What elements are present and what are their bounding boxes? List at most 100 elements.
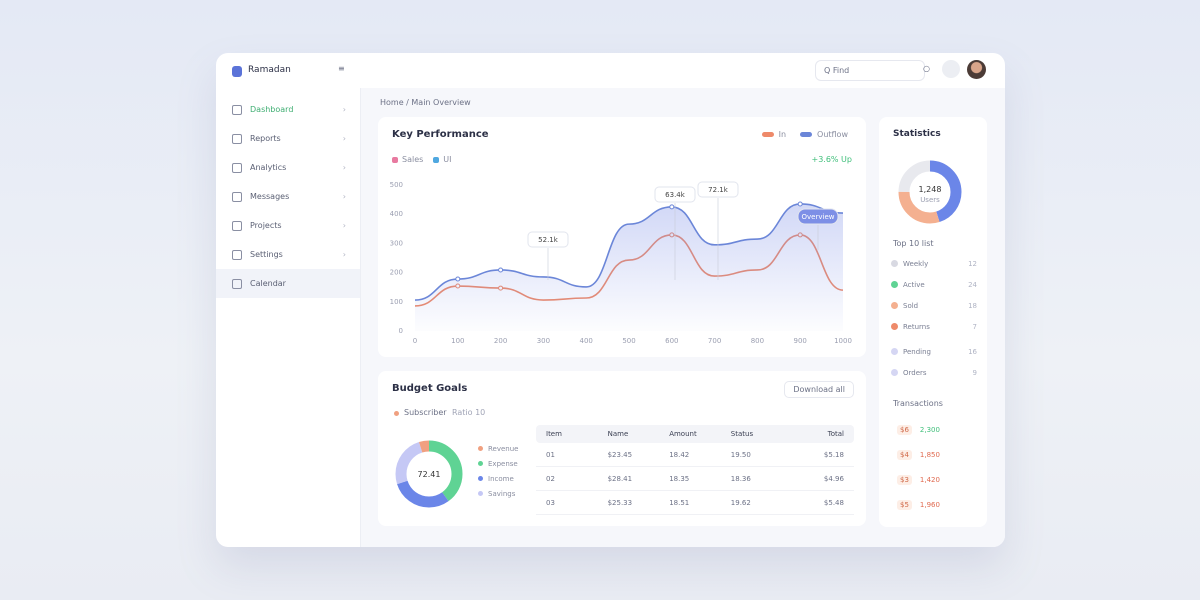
legend-label: Income — [488, 474, 514, 483]
sidebar-item[interactable]: Messages › — [216, 182, 360, 211]
cell: $25.33 — [607, 498, 633, 507]
sidebar-icon — [232, 278, 242, 289]
list-label: Active — [903, 280, 925, 289]
notification-button[interactable] — [942, 60, 960, 78]
table-body: Item Name Amount Status Total 01 $23.45 18.42 19… — [536, 425, 854, 515]
legend-label: Outflow — [817, 130, 848, 139]
table-row: 03 $25.33 18.51 19.62 $5.48 — [536, 491, 854, 515]
cell: 03 — [546, 498, 555, 507]
legend-item: Revenue — [478, 441, 519, 456]
legend-swatch — [800, 132, 813, 137]
cell: 02 — [546, 474, 555, 483]
transaction-tag: $3 — [897, 474, 912, 485]
sidebar-label: Analytics — [250, 163, 287, 172]
list-dot — [891, 323, 898, 330]
cell: 19.62 — [730, 498, 751, 507]
transaction-value: 1,420 — [919, 475, 940, 484]
list-row: Pending 16 — [891, 339, 977, 364]
transactions: $6 2,300 $4 1,850 $3 1,420 $5 1,960 — [891, 417, 977, 517]
transaction-value: 1,850 — [919, 450, 940, 459]
list-label: Orders — [903, 368, 927, 377]
budget-title: Budget Goals — [392, 383, 468, 394]
list-label: Returns — [903, 322, 930, 331]
sidebar-icon — [232, 220, 242, 231]
list-row: Sold 18 — [891, 297, 977, 314]
sidebar-icon — [232, 191, 242, 202]
filter-label: Sales — [402, 155, 424, 164]
list-dot — [891, 348, 898, 355]
cell: 19.50 — [730, 450, 751, 459]
filter-label: UI — [443, 155, 452, 164]
legend-label: Savings — [488, 489, 516, 498]
sidebar-label: Settings — [250, 250, 283, 259]
legend-label: In — [778, 130, 787, 139]
list-label: Pending — [903, 347, 931, 356]
header-cell: Total — [827, 430, 844, 438]
cell: 01 — [546, 450, 555, 459]
sidebar-item[interactable]: Projects › — [216, 211, 360, 240]
filter[interactable]: UI — [433, 155, 452, 164]
avatar[interactable] — [967, 60, 986, 79]
sidebar-label: Dashboard — [250, 105, 294, 114]
cell: 18.36 — [730, 474, 751, 483]
donut-legend: Revenue Expense Income Savings — [478, 441, 519, 501]
table-header: Item Name Amount Status Total — [536, 425, 854, 443]
legend-dot — [478, 461, 483, 466]
sidebar-label: Projects — [250, 221, 282, 230]
cell: $28.41 — [607, 474, 633, 483]
list-row: Weekly 12 — [891, 255, 977, 272]
subtitle-dot — [394, 411, 399, 416]
badge: +3.6% Up — [811, 155, 852, 164]
cell: 18.51 — [669, 498, 690, 507]
chevron: › — [342, 250, 346, 259]
filter[interactable]: Sales — [392, 155, 423, 164]
legend-item: In — [761, 130, 787, 139]
cell: $23.45 — [607, 450, 633, 459]
sidebar-icon — [232, 249, 242, 260]
list-value: 24 — [968, 280, 977, 289]
sidebar-item[interactable]: Settings › — [216, 240, 360, 269]
sidebar-item[interactable]: Analytics › — [216, 153, 360, 182]
transaction-value: 2,300 — [919, 425, 940, 434]
cell: $4.96 — [823, 474, 844, 483]
sidebar — [216, 88, 361, 547]
list-value: 18 — [968, 301, 977, 310]
transaction-tag: $4 — [897, 449, 912, 460]
download-button[interactable]: Download all — [784, 381, 854, 398]
search-icon[interactable]: ○ — [923, 64, 930, 73]
header-cell: Item — [546, 430, 562, 438]
budget-panel: Budget Goals Download all Subscriber Rat… — [378, 371, 866, 526]
list-row: Orders 9 — [891, 364, 977, 381]
table: Item Name Amount Status Total 01 $23.45 18.42 19… — [536, 425, 854, 515]
chevron: › — [342, 105, 346, 114]
header-cell: Amount — [669, 430, 697, 438]
header-cell: Name — [607, 430, 629, 438]
line-chart-panel: Key Performance In Outflow Sales UI +3.6% … — [378, 117, 866, 357]
sidebar-item[interactable]: Calendar — [216, 269, 360, 298]
legend-label: Revenue — [488, 444, 519, 453]
sidebar-item[interactable]: Reports › — [216, 124, 360, 153]
stats-title: Statistics — [893, 129, 941, 139]
legend-item: Income — [478, 471, 519, 486]
menu-toggle[interactable]: ≡ — [338, 64, 345, 73]
list-label: Weekly — [903, 259, 929, 268]
sidebar-item[interactable]: Dashboard › — [216, 95, 360, 124]
legend: In Outflow — [761, 130, 848, 139]
transaction-tag: $5 — [897, 499, 912, 510]
budget-subtitle: Subscriber — [404, 408, 447, 417]
transaction-row: $5 1,960 — [891, 492, 977, 517]
legend-item: Savings — [478, 486, 519, 501]
sidebar-label: Calendar — [250, 279, 286, 288]
list-dot — [891, 281, 898, 288]
search-box[interactable]: Q Find — [815, 60, 925, 81]
filters: Sales UI — [392, 155, 452, 164]
legend-dot — [478, 491, 483, 496]
table-row: 02 $28.41 18.35 18.36 $4.96 — [536, 467, 854, 491]
filter-swatch — [433, 156, 440, 163]
sidebar-icon — [232, 133, 242, 144]
transaction-tag: $6 — [897, 424, 912, 435]
list-row: Returns 7 — [891, 314, 977, 339]
stats-panel: Statistics Top 10 list Weekly 12 Active 24 S… — [879, 117, 987, 527]
chevron: › — [342, 192, 346, 201]
